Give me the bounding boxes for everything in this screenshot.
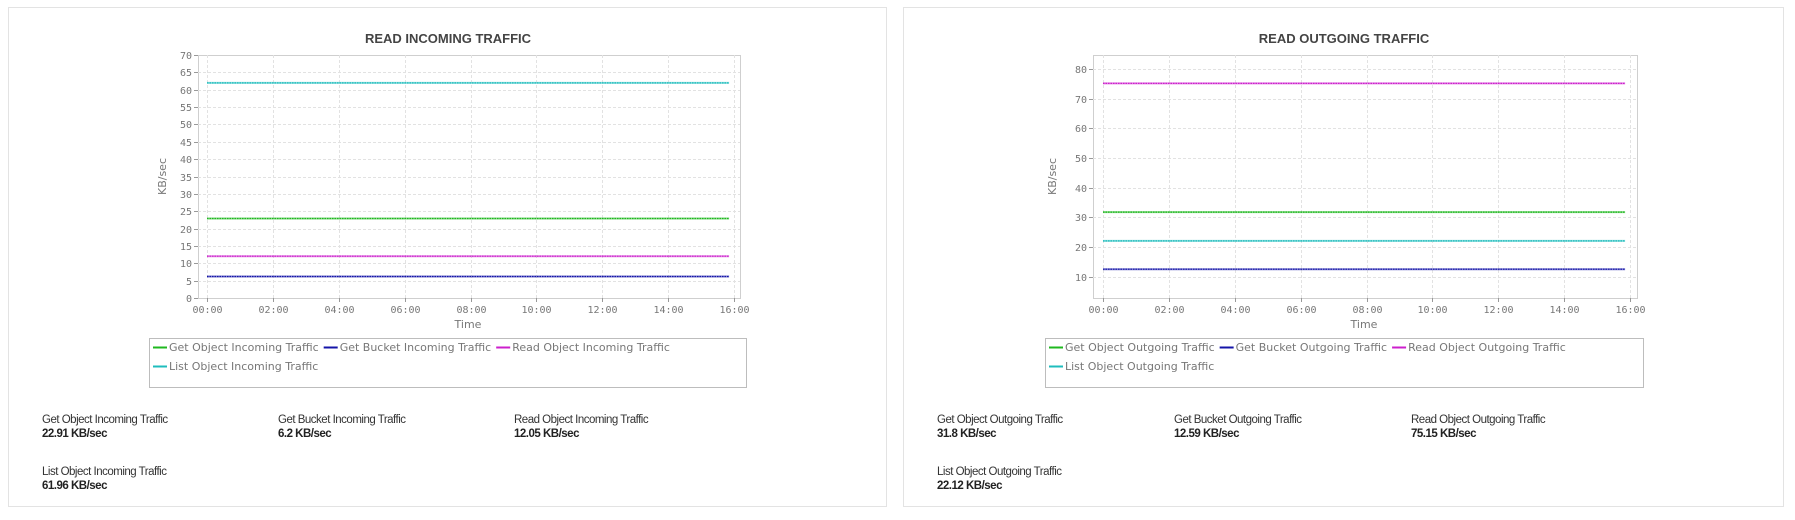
stat-get-bucket-incoming: Get Bucket Incoming Traffic 6.2 KB/sec	[278, 413, 406, 442]
y-tick-label: 50	[180, 120, 192, 131]
chart-title: READ INCOMING TRAFFIC	[365, 31, 532, 46]
legend-item[interactable]: Get Bucket Incoming Traffic	[323, 341, 492, 354]
stat-label: Get Object Incoming Traffic	[42, 414, 168, 426]
legend-item[interactable]: Get Object Outgoing Traffic	[1049, 341, 1215, 354]
chart-legend: Get Object Outgoing Traffic Get Bucket Ou…	[1045, 338, 1644, 388]
x-tick-label: 02:00	[258, 305, 288, 316]
legend-item[interactable]: Read Object Outgoing Traffic	[1392, 341, 1566, 354]
read-incoming-traffic-panel: READ INCOMING TRAFFIC 0 5 10 15 20 25 30 35 40 45 5…	[8, 7, 887, 507]
stat-value: 22.12 KB/sec	[937, 480, 1002, 492]
legend-item[interactable]: Get Bucket Outgoing Traffic	[1219, 341, 1387, 354]
x-tick-label: 14:00	[653, 305, 683, 316]
stat-label: Read Object Incoming Traffic	[514, 414, 649, 426]
x-axis-label: Time	[454, 318, 482, 331]
x-tick-label: 14:00	[1549, 305, 1579, 316]
y-tick-label: 50	[1075, 154, 1087, 165]
stat-label: Get Bucket Outgoing Traffic	[1174, 414, 1302, 426]
legend-label: Read Object Outgoing Traffic	[1408, 341, 1566, 354]
stat-label: Get Bucket Incoming Traffic	[278, 414, 406, 426]
incoming-stats: Get Object Incoming Traffic 22.91 KB/sec…	[9, 8, 886, 506]
stat-value: 12.59 KB/sec	[1174, 428, 1239, 440]
x-tick-label: 04:00	[1220, 305, 1250, 316]
legend-label: Get Bucket Outgoing Traffic	[1236, 341, 1387, 354]
y-tick-label: 40	[1075, 184, 1087, 195]
legend-item[interactable]: Read Object Incoming Traffic	[496, 341, 670, 354]
legend-label: List Object Outgoing Traffic	[1065, 360, 1214, 373]
legend-item[interactable]: List Object Incoming Traffic	[153, 360, 318, 373]
x-tick-label: 10:00	[1417, 305, 1447, 316]
chart-legend: Get Object Incoming Traffic Get Bucket In…	[149, 338, 747, 388]
x-tick-label: 00:00	[192, 305, 222, 316]
x-tick-label: 12:00	[587, 305, 617, 316]
legend-box	[1045, 338, 1644, 388]
legend-label: Get Object Incoming Traffic	[169, 341, 319, 354]
y-tick-label: 0	[186, 294, 192, 305]
stat-list-object-outgoing: List Object Outgoing Traffic 22.12 KB/se…	[937, 465, 1062, 494]
y-tick-label: 20	[180, 225, 192, 236]
stat-label: Get Object Outgoing Traffic	[937, 414, 1063, 426]
x-tick-label: 06:00	[390, 305, 420, 316]
y-tick-label: 40	[180, 155, 192, 166]
stat-value: 12.05 KB/sec	[514, 428, 579, 440]
outgoing-stats: Get Object Outgoing Traffic 31.8 KB/sec …	[904, 8, 1783, 506]
stat-get-object-incoming: Get Object Incoming Traffic 22.91 KB/sec	[42, 413, 168, 442]
x-tick-label: 16:00	[719, 305, 749, 316]
stat-get-bucket-outgoing: Get Bucket Outgoing Traffic 12.59 KB/sec	[1174, 413, 1302, 442]
read-incoming-traffic-chart: READ INCOMING TRAFFIC 0 5 10 15 20 25 30 35 40 45 5…	[149, 31, 750, 388]
stat-read-object-outgoing: Read Object Outgoing Traffic 75.15 KB/se…	[1411, 413, 1546, 442]
y-tick-label: 80	[1075, 65, 1087, 76]
y-tick-label: 30	[180, 190, 192, 201]
x-axis-label: Time	[1350, 318, 1378, 331]
stat-read-object-incoming: Read Object Incoming Traffic 12.05 KB/se…	[514, 413, 649, 442]
stat-value: 75.15 KB/sec	[1411, 428, 1476, 440]
y-tick-label: 5	[186, 277, 192, 288]
y-tick-label: 70	[1075, 95, 1087, 106]
stat-label: List Object Outgoing Traffic	[937, 466, 1062, 478]
stat-value: 61.96 KB/sec	[42, 480, 107, 492]
y-tick-label: 60	[1075, 124, 1087, 135]
stat-label: List Object Incoming Traffic	[42, 466, 167, 478]
chart-title: READ OUTGOING TRAFFIC	[1259, 31, 1430, 46]
x-tick-label: 00:00	[1088, 305, 1118, 316]
legend-item[interactable]: Get Object Incoming Traffic	[153, 341, 319, 354]
legend-label: Read Object Incoming Traffic	[512, 341, 670, 354]
y-tick-label: 60	[180, 86, 192, 97]
y-axis-label: KB/sec	[156, 158, 169, 195]
x-tick-label: 04:00	[324, 305, 354, 316]
y-tick-label: 10	[1075, 273, 1087, 284]
x-tick-label: 10:00	[521, 305, 551, 316]
stat-value: 6.2 KB/sec	[278, 428, 332, 440]
y-tick-label: 35	[180, 173, 192, 184]
read-outgoing-traffic-chart: READ OUTGOING TRAFFIC 10 20 30 40 50 60 70 80 00:…	[1045, 31, 1646, 388]
y-tick-label: 70	[180, 51, 192, 62]
legend-item[interactable]: List Object Outgoing Traffic	[1049, 360, 1214, 373]
y-tick-label: 10	[180, 259, 192, 270]
y-tick-label: 20	[1075, 243, 1087, 254]
stat-value: 22.91 KB/sec	[42, 428, 107, 440]
y-tick-label: 30	[1075, 213, 1087, 224]
x-tick-label: 08:00	[1352, 305, 1382, 316]
y-tick-label: 55	[180, 103, 192, 114]
x-tick-label: 06:00	[1286, 305, 1316, 316]
x-tick-label: 12:00	[1483, 305, 1513, 316]
stat-label: Read Object Outgoing Traffic	[1411, 414, 1546, 426]
y-tick-label: 65	[180, 68, 192, 79]
x-tick-label: 16:00	[1615, 305, 1645, 316]
legend-box	[149, 338, 747, 388]
legend-label: List Object Incoming Traffic	[169, 360, 318, 373]
y-tick-label: 25	[180, 207, 192, 218]
legend-label: Get Object Outgoing Traffic	[1065, 341, 1215, 354]
stat-get-object-outgoing: Get Object Outgoing Traffic 31.8 KB/sec	[937, 413, 1063, 442]
y-axis-label: KB/sec	[1046, 158, 1059, 195]
x-tick-label: 02:00	[1154, 305, 1184, 316]
stat-value: 31.8 KB/sec	[937, 428, 997, 440]
x-tick-label: 08:00	[456, 305, 486, 316]
y-tick-label: 15	[180, 242, 192, 253]
stat-list-object-incoming: List Object Incoming Traffic 61.96 KB/se…	[42, 465, 167, 494]
y-tick-label: 45	[180, 138, 192, 149]
read-outgoing-traffic-panel: READ OUTGOING TRAFFIC 10 20 30 40 50 60 70 80 00:…	[903, 7, 1784, 507]
plot-area	[1093, 55, 1638, 299]
legend-label: Get Bucket Incoming Traffic	[340, 341, 492, 354]
